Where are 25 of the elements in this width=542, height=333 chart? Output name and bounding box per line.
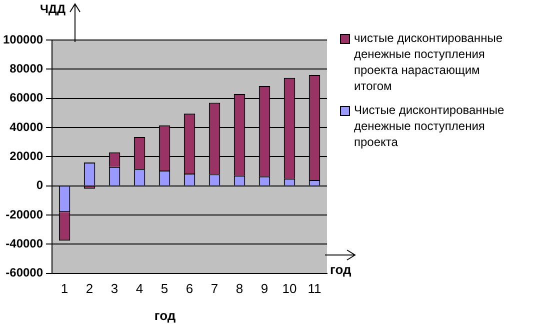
x-tick-label: 9	[260, 280, 268, 296]
x-tick-label: 11	[308, 280, 322, 296]
legend-label: чистые дисконтированные денежные поступления проекта нарастающим итогом	[354, 30, 504, 94]
text: год	[330, 262, 352, 277]
y-axis-title: ЧДД	[40, 2, 66, 16]
x-tick-label: 4	[136, 280, 144, 296]
y-tick-label: 40000	[10, 120, 44, 134]
x-tick-label: 8	[236, 280, 244, 296]
x-tick-label: 3	[110, 280, 118, 296]
y-tick-label: -60000	[6, 266, 44, 280]
y-tick-label: -20000	[6, 207, 44, 222]
y-tick-label: 60000	[10, 90, 44, 105]
x-tick-label: 7	[210, 280, 218, 296]
legend-label: Чистые дисконтированные денежные поступления проекта	[354, 102, 506, 150]
x-tick-label: 6	[186, 280, 194, 296]
y-tick-label: 0	[36, 178, 44, 192]
x-axis-title: год	[153, 308, 177, 323]
x-tick-label: 10	[282, 280, 297, 296]
x-tick-label: 5	[160, 280, 168, 296]
y-tick-label: -40000	[6, 236, 44, 251]
x-tick-label: 2	[86, 280, 94, 296]
y-tick-label: 100000	[2, 32, 44, 46]
y-tick-label: 20000	[10, 149, 44, 164]
x-tick-label: 1	[60, 280, 68, 296]
y-tick-label: 80000	[10, 61, 44, 76]
